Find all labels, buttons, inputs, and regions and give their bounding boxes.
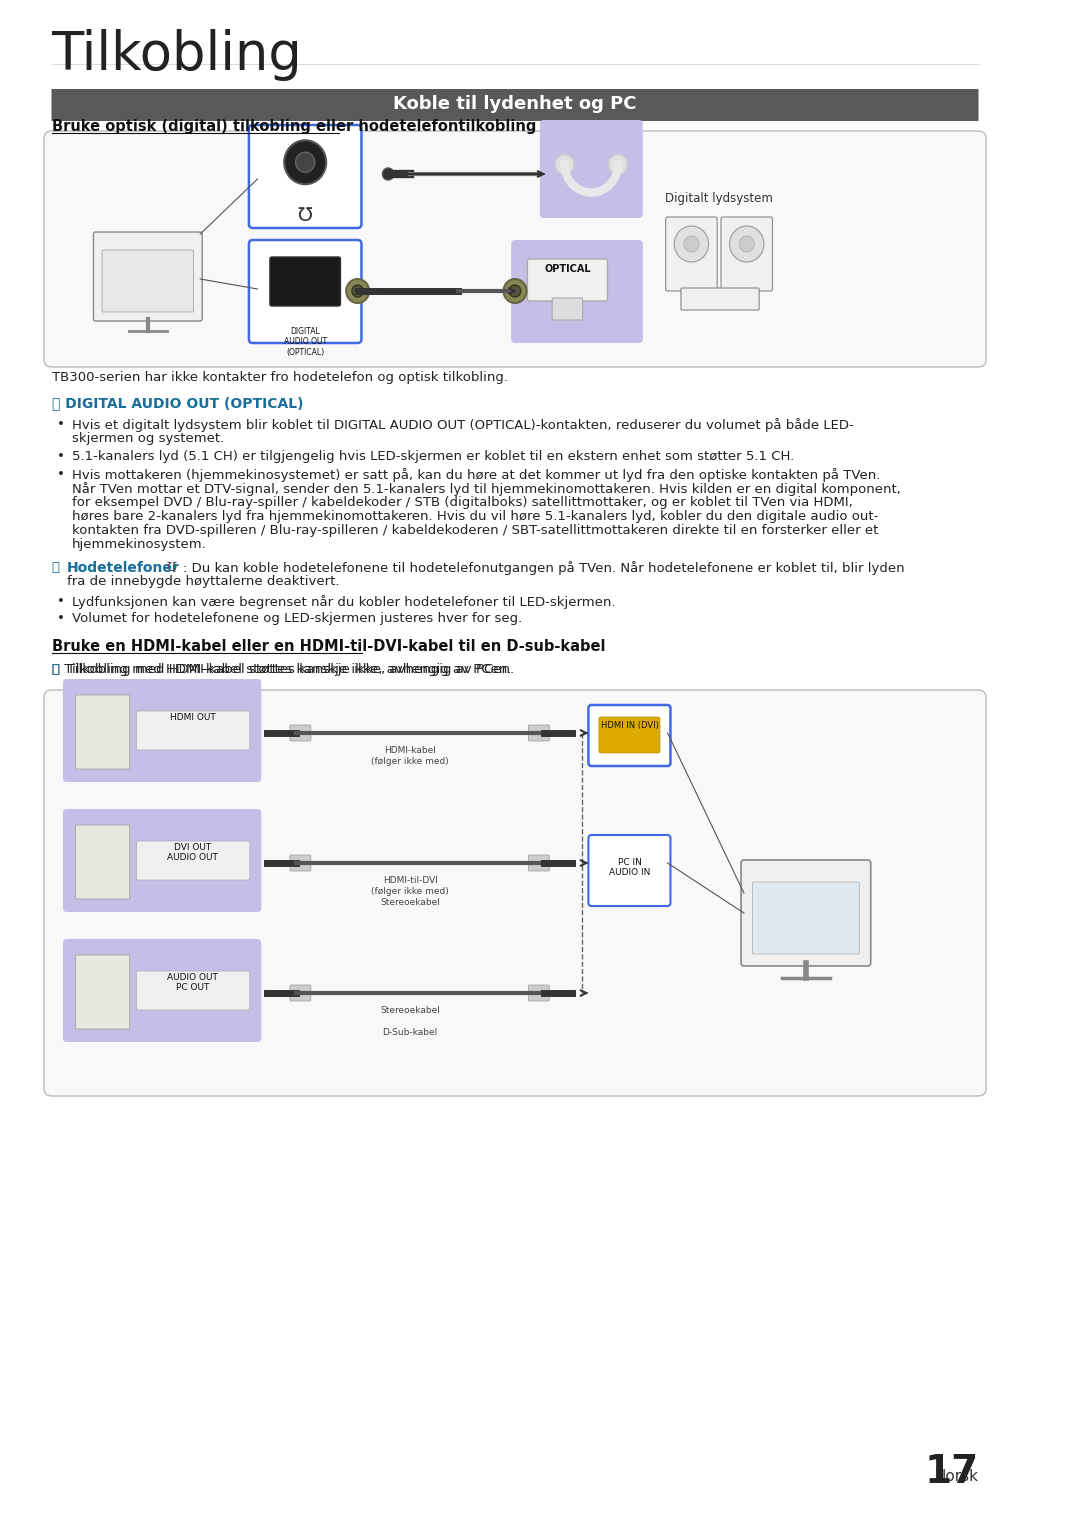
FancyBboxPatch shape (528, 984, 550, 1001)
FancyBboxPatch shape (589, 835, 671, 905)
FancyBboxPatch shape (248, 240, 362, 343)
Text: Hodetelefoner: Hodetelefoner (67, 561, 179, 576)
FancyBboxPatch shape (94, 232, 202, 321)
FancyBboxPatch shape (44, 131, 986, 368)
Circle shape (352, 286, 363, 298)
FancyBboxPatch shape (63, 810, 261, 911)
Text: •: • (57, 450, 65, 463)
Text: HDMI IN (DVI): HDMI IN (DVI) (600, 722, 659, 731)
FancyBboxPatch shape (76, 955, 130, 1028)
Circle shape (284, 140, 326, 184)
Circle shape (730, 226, 764, 261)
FancyBboxPatch shape (681, 289, 759, 310)
Text: ℧: ℧ (298, 207, 312, 225)
Text: Når TVen mottar et DTV-signal, sender den 5.1-kanalers lyd til hjemmekinomottake: Når TVen mottar et DTV-signal, sender de… (71, 482, 901, 497)
Text: : Du kan koble hodetelefonene til hodetelefonutgangen på TVen. Når hodetelefonen: : Du kan koble hodetelefonene til hodete… (184, 561, 905, 576)
Text: 17: 17 (924, 1454, 978, 1492)
FancyBboxPatch shape (270, 257, 340, 305)
Text: OPTICAL: OPTICAL (544, 264, 591, 273)
Text: HDMI OUT: HDMI OUT (170, 712, 216, 722)
Text: Tilkobling: Tilkobling (52, 29, 302, 81)
Text: •: • (57, 468, 65, 482)
Text: DIGITAL
AUDIO OUT
(OPTICAL): DIGITAL AUDIO OUT (OPTICAL) (284, 327, 327, 357)
FancyBboxPatch shape (511, 240, 643, 343)
FancyBboxPatch shape (289, 725, 311, 741)
Circle shape (382, 169, 394, 179)
Text: HDMI-kabel: HDMI-kabel (384, 746, 436, 755)
Text: fra de innebygde høyttalerne deaktivert.: fra de innebygde høyttalerne deaktivert. (67, 576, 339, 588)
Circle shape (674, 226, 708, 261)
Text: ℧: ℧ (167, 561, 177, 574)
Text: •: • (57, 418, 65, 431)
Text: Stereoekabel: Stereoekabel (380, 1006, 440, 1015)
Text: ⓘ Tilkobling med HDMI-kabel støttes kanskje ikke, avhengig av PCen.: ⓘ Tilkobling med HDMI-kabel støttes kans… (52, 662, 511, 676)
Text: hjemmekinosystem.: hjemmekinosystem. (71, 538, 206, 551)
Text: Hvis mottakeren (hjemmekinosystemet) er satt på, kan du høre at det kommer ut ly: Hvis mottakeren (hjemmekinosystemet) er … (71, 468, 880, 482)
Circle shape (684, 235, 699, 252)
FancyBboxPatch shape (552, 298, 583, 321)
FancyBboxPatch shape (528, 725, 550, 741)
Circle shape (510, 286, 521, 298)
Circle shape (555, 155, 575, 175)
FancyBboxPatch shape (52, 90, 978, 122)
Text: DVI OUT
AUDIO OUT: DVI OUT AUDIO OUT (167, 843, 218, 863)
Text: 5.1-kanalers lyd (5.1 CH) er tilgjengelig hvis LED-skjermen er koblet til en eks: 5.1-kanalers lyd (5.1 CH) er tilgjengeli… (71, 450, 794, 463)
FancyBboxPatch shape (136, 711, 249, 750)
FancyBboxPatch shape (289, 984, 311, 1001)
Text: Lydfunksjonen kan være begrenset når du kobler hodetelefoner til LED-skjermen.: Lydfunksjonen kan være begrenset når du … (71, 595, 615, 609)
FancyBboxPatch shape (76, 696, 130, 769)
Text: ⓘ: ⓘ (52, 662, 59, 676)
Text: AUDIO OUT
PC OUT: AUDIO OUT PC OUT (167, 974, 218, 992)
Text: Stereoekabel: Stereoekabel (380, 898, 440, 907)
FancyBboxPatch shape (665, 217, 717, 292)
Text: skjermen og systemet.: skjermen og systemet. (71, 431, 224, 445)
FancyBboxPatch shape (44, 690, 986, 1097)
Text: ⓘ: ⓘ (52, 561, 59, 574)
Text: Bruke optisk (digital) tilkobling eller hodetelefontilkobling: Bruke optisk (digital) tilkobling eller … (52, 118, 536, 134)
Text: •: • (57, 595, 65, 608)
Circle shape (503, 279, 526, 302)
Text: Tilkobling med HDMI-kabel støttes kanskje ikke, avhengig av PCen.: Tilkobling med HDMI-kabel støttes kanskj… (67, 662, 514, 676)
FancyBboxPatch shape (136, 842, 249, 880)
FancyBboxPatch shape (63, 679, 261, 782)
FancyBboxPatch shape (76, 825, 130, 899)
Circle shape (608, 155, 627, 175)
FancyBboxPatch shape (102, 251, 193, 311)
Circle shape (347, 279, 369, 302)
FancyBboxPatch shape (753, 883, 860, 954)
Circle shape (739, 235, 754, 252)
FancyBboxPatch shape (528, 855, 550, 870)
Text: ⓘ DIGITAL AUDIO OUT (OPTICAL): ⓘ DIGITAL AUDIO OUT (OPTICAL) (52, 396, 303, 410)
Circle shape (296, 152, 314, 172)
FancyBboxPatch shape (540, 120, 643, 219)
FancyBboxPatch shape (721, 217, 772, 292)
FancyBboxPatch shape (289, 855, 311, 870)
Text: Koble til lydenhet og PC: Koble til lydenhet og PC (393, 96, 637, 112)
FancyBboxPatch shape (63, 939, 261, 1042)
Text: for eksempel DVD / Blu-ray-spiller / kabeldekoder / STB (digitalboks) satellittm: for eksempel DVD / Blu-ray-spiller / kab… (71, 497, 852, 509)
Text: Bruke en HDMI-kabel eller en HDMI-til-DVI-kabel til en D-sub-kabel: Bruke en HDMI-kabel eller en HDMI-til-DV… (52, 639, 605, 655)
Text: Volumet for hodetelefonene og LED-skjermen justeres hver for seg.: Volumet for hodetelefonene og LED-skjerm… (71, 612, 522, 624)
Text: Hvis et digitalt lydsystem blir koblet til DIGITAL AUDIO OUT (OPTICAL)-kontakten: Hvis et digitalt lydsystem blir koblet t… (71, 418, 853, 431)
Text: (følger ikke med): (følger ikke med) (372, 887, 449, 896)
Text: høres bare 2-kanalers lyd fra hjemmekinomottakeren. Hvis du vil høre 5.1-kanaler: høres bare 2-kanalers lyd fra hjemmekino… (71, 510, 878, 523)
Text: D-Sub-kabel: D-Sub-kabel (382, 1028, 437, 1037)
Text: (følger ikke med): (følger ikke med) (372, 756, 449, 766)
Text: Norsk: Norsk (934, 1469, 978, 1484)
Text: TB300-serien har ikke kontakter fro hodetelefon og optisk tilkobling.: TB300-serien har ikke kontakter fro hode… (52, 371, 508, 384)
Text: Digitalt lydsystem: Digitalt lydsystem (665, 191, 773, 205)
Text: kontakten fra DVD-spilleren / Blu-ray-spilleren / kabeldekoderen / SBT-satellitt: kontakten fra DVD-spilleren / Blu-ray-sp… (71, 524, 878, 538)
Text: HDMI-til-DVI: HDMI-til-DVI (382, 876, 437, 886)
FancyBboxPatch shape (589, 705, 671, 766)
FancyBboxPatch shape (741, 860, 870, 966)
FancyBboxPatch shape (136, 971, 249, 1010)
FancyBboxPatch shape (599, 717, 660, 753)
FancyBboxPatch shape (527, 260, 608, 301)
FancyBboxPatch shape (248, 125, 362, 228)
Text: PC IN
AUDIO IN: PC IN AUDIO IN (609, 858, 650, 878)
Text: •: • (57, 612, 65, 624)
